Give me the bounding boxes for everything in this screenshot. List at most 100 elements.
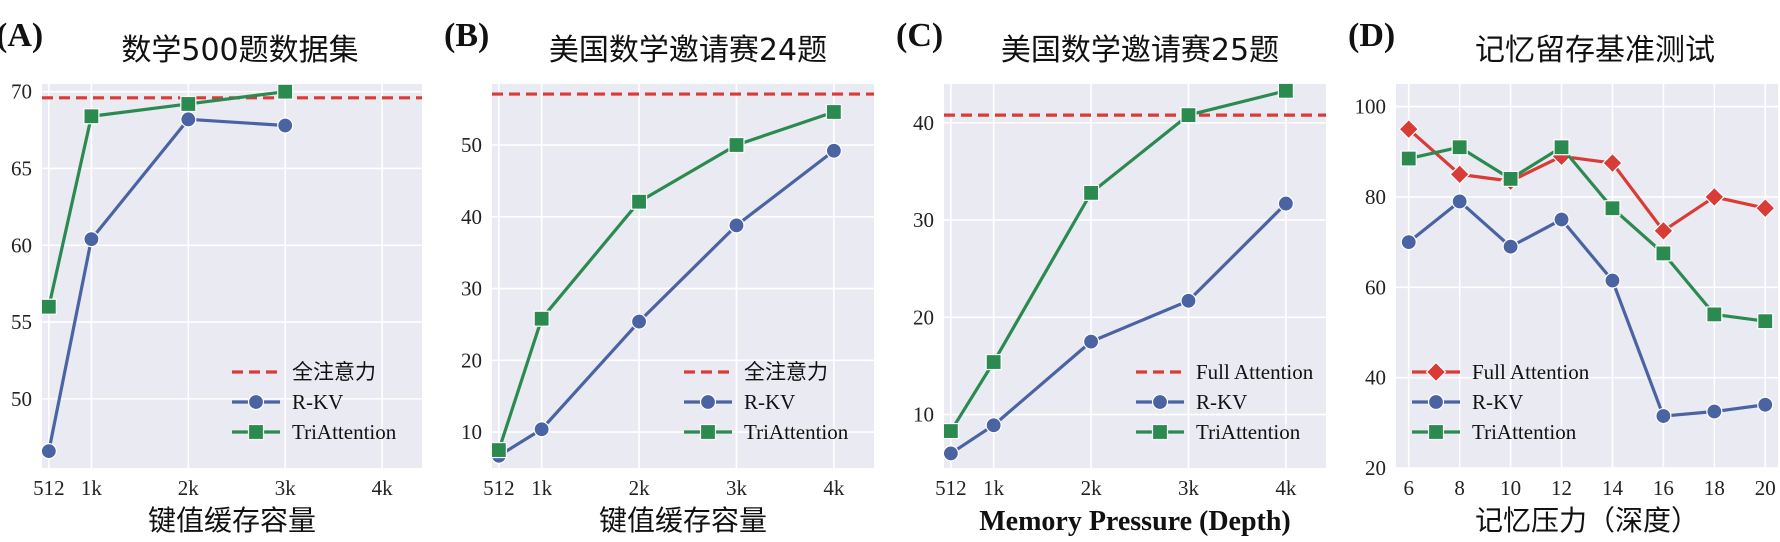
panel-letter: (B) [444,17,489,54]
panel-title: 美国数学邀请赛24题 [549,33,827,68]
panel-letter: (A) [0,17,43,54]
data-point-triattention [1082,184,1100,201]
x-tick-label: 18 [1704,476,1725,500]
data-point-full-attention [1754,197,1776,219]
legend-label: TriAttention [744,420,849,444]
legend-item: R-KV [1412,390,1523,414]
x-axis-label: Memory Pressure (Depth) [979,506,1291,537]
y-tick-label: 60 [11,233,32,257]
legend-item: TriAttention [232,420,397,444]
x-tick-label: 4k [823,476,845,500]
y-tick-label: 30 [461,277,482,301]
legend-label: Full Attention [1472,360,1590,384]
legend-item: Full Attention [1412,360,1590,384]
data-point-triattention [985,353,1002,371]
chart-panel-d: 20 40 60 80 100 6 8 10 12 14 16 18 20 (D) 记忆留存基准测试记忆压力… [1348,17,1778,537]
legend-label: R-KV [1472,390,1523,414]
data-point-full-attention [1398,118,1420,140]
data-point-triattention [180,95,197,113]
y-tick-label: 40 [461,205,482,229]
legend-item: TriAttention [1136,420,1301,444]
data-point-triattention [1400,150,1417,167]
legend-label: R-KV [1196,390,1247,414]
x-tick-label: 512 [935,476,967,500]
x-tick-label: 8 [1454,476,1465,500]
data-point-r-kv [83,231,100,248]
data-point-r-kv [1180,292,1197,309]
plot-area [944,84,1326,468]
data-point-triattention [1604,200,1621,217]
data-point-full-attention [1602,152,1623,174]
y-tick-label: 50 [461,133,482,157]
data-point-triattention [630,193,648,210]
data-point-full-attention [1703,186,1725,208]
y-tick-label: 70 [11,80,32,104]
data-point-triattention [40,298,57,315]
y-tick-label: 20 [913,305,934,329]
legend-label: 全注意力 [744,360,828,384]
y-tick-label: 30 [913,208,934,232]
x-tick-label: 3k [726,476,748,500]
x-tick-label: 3k [1178,476,1200,500]
y-tick-label: 40 [1365,366,1386,390]
data-point-r-kv [942,445,959,462]
data-point-r-kv [533,421,550,438]
data-point-triattention [1502,170,1519,187]
y-tick-label: 40 [913,111,934,135]
x-tick-label: 512 [33,476,65,500]
legend-marker [1151,393,1169,411]
data-point-triattention [1757,313,1774,330]
legend-item: 全注意力 [232,360,376,384]
x-tick-label: 1k [81,476,103,500]
data-point-triattention [1180,107,1197,124]
y-tick-label: 55 [11,310,32,334]
y-tick-label: 20 [461,348,482,372]
legend-marker [1427,423,1445,441]
legend-marker [247,393,265,411]
chart-panel-c: 10 20 30 40 512 1k 2k 3k 4k (C) 美国数学邀请赛25题 Memory P… [896,17,1326,537]
data-point-triattention [1706,306,1723,323]
data-point-r-kv [1655,407,1672,425]
series-line-r-kv [47,117,286,452]
x-tick-label: 20 [1755,476,1776,500]
legend-label: TriAttention [292,420,397,444]
series-line-triattention [47,90,286,308]
panel-letter: (C) [896,17,943,54]
legend-marker [1427,393,1445,411]
data-point-triattention [490,441,507,459]
data-point-r-kv [40,443,57,460]
data-point-r-kv [180,111,197,128]
legend-label: Full Attention [1196,360,1314,384]
legend-item: 全注意力 [684,360,828,384]
data-point-triattention [277,83,294,100]
data-point-triattention [728,136,745,154]
x-axis-label: 键值缓存容量 [599,504,767,537]
legend-item: TriAttention [684,420,849,444]
x-tick-label: 16 [1653,476,1674,500]
legend-marker [1151,423,1169,441]
x-tick-label: 1k [531,476,553,500]
data-point-r-kv [1400,234,1417,251]
legend-label: TriAttention [1472,420,1577,444]
legend-item: R-KV [1136,390,1247,414]
y-tick-label: 80 [1365,185,1386,209]
x-tick-label: 6 [1403,476,1414,500]
data-point-triattention [1451,139,1468,156]
data-point-triattention [825,103,842,121]
data-point-r-kv [1757,396,1774,413]
x-axis-label: 记忆压力（深度） [1475,504,1699,537]
data-point-r-kv [630,313,648,330]
data-point-r-kv [728,217,745,234]
x-tick-label: 12 [1551,476,1572,500]
x-tick-label: 4k [372,476,394,500]
y-tick-label: 20 [1365,456,1386,480]
y-tick-label: 10 [913,403,934,427]
legend-label: 全注意力 [292,360,376,384]
data-point-triattention [942,422,959,440]
x-tick-label: 14 [1602,476,1624,500]
x-tick-label: 2k [629,476,651,500]
data-point-full-attention [1449,164,1471,185]
legend-item: TriAttention [1412,420,1577,444]
x-tick-label: 10 [1500,476,1521,500]
